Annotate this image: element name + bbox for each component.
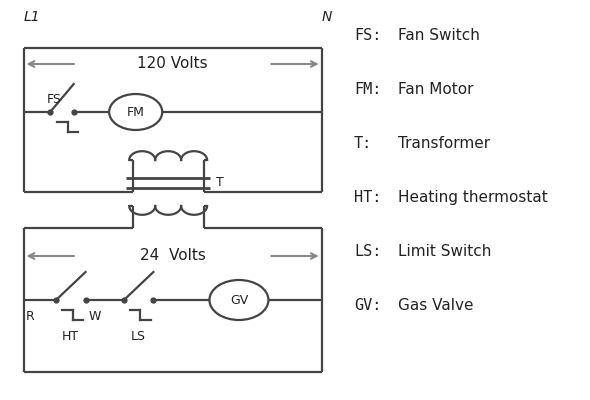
Text: FS: FS <box>47 93 62 106</box>
Text: N: N <box>322 10 332 24</box>
Text: FM: FM <box>127 106 145 118</box>
Text: HT: HT <box>62 330 80 343</box>
Text: FM:: FM: <box>354 82 381 97</box>
Text: Limit Switch: Limit Switch <box>398 244 491 259</box>
Text: Fan Switch: Fan Switch <box>398 28 480 43</box>
Text: LS:: LS: <box>354 244 381 259</box>
Text: T:: T: <box>354 136 372 151</box>
Text: 120 Volts: 120 Volts <box>137 56 208 72</box>
Text: LS: LS <box>131 330 146 343</box>
Text: GV: GV <box>230 294 248 306</box>
Text: Transformer: Transformer <box>398 136 490 151</box>
Text: Gas Valve: Gas Valve <box>398 298 474 313</box>
Text: L1: L1 <box>24 10 40 24</box>
Text: FS:: FS: <box>354 28 381 43</box>
Text: Fan Motor: Fan Motor <box>398 82 474 97</box>
Text: 24  Volts: 24 Volts <box>140 248 205 264</box>
Text: GV:: GV: <box>354 298 381 313</box>
Text: R: R <box>25 310 34 323</box>
Text: Heating thermostat: Heating thermostat <box>398 190 548 205</box>
Text: HT:: HT: <box>354 190 381 205</box>
Text: W: W <box>88 310 101 323</box>
Text: T: T <box>216 176 224 190</box>
